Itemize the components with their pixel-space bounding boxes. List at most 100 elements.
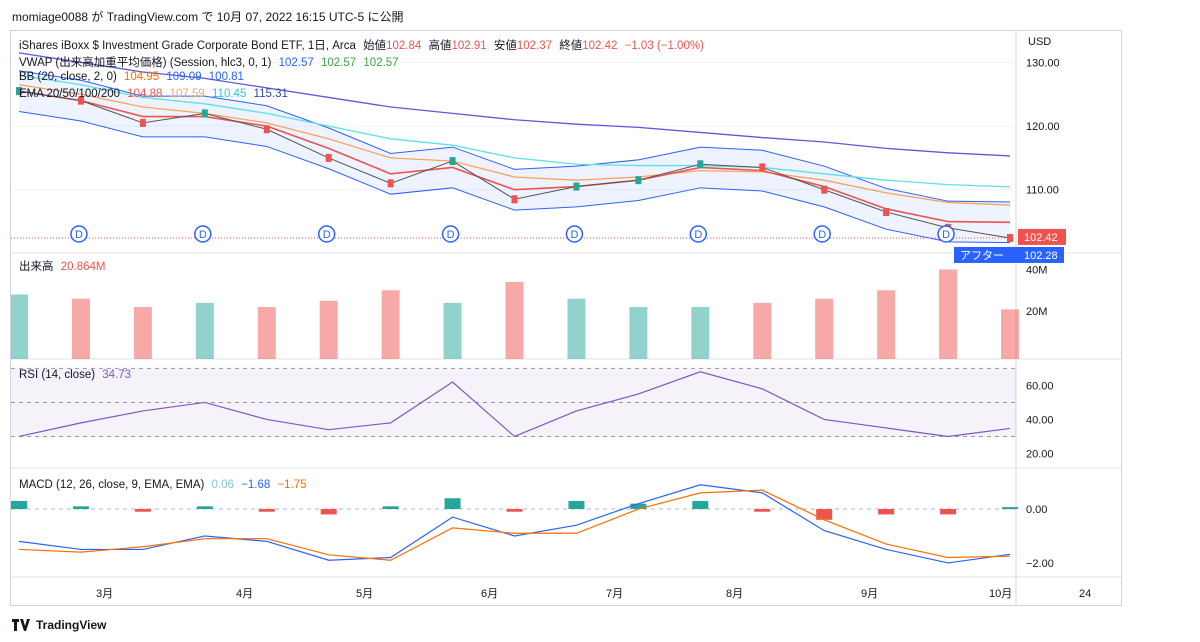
dividend-marker-icon	[441, 225, 460, 243]
time-tick-label: 9月	[861, 588, 878, 600]
volume-bar	[877, 290, 896, 359]
high-value: 102.91	[451, 40, 487, 52]
volume-bar	[753, 302, 772, 359]
rsi-tick-label: 20.00	[1026, 448, 1054, 460]
high-label: 高値	[428, 40, 452, 52]
candle-point	[325, 153, 332, 162]
ema-100-line	[18, 74, 1011, 188]
dividend-marker-label: D	[323, 229, 331, 241]
close-label: 終値	[559, 40, 583, 52]
bb-value-2: 109.09	[166, 71, 202, 83]
volume-tick-label: 40M	[1026, 264, 1047, 276]
bb-label: BB (20, close, 2, 0)	[19, 71, 117, 83]
publish-header: momiage0088 が TradingView.com で 10月 07, …	[12, 10, 404, 24]
open-label: 始値	[363, 40, 387, 52]
macd-histogram-bar	[258, 509, 275, 512]
footer-brand[interactable]: TradingView	[36, 618, 107, 632]
ema-value-50: 107.59	[169, 88, 205, 100]
candle-point	[821, 185, 828, 194]
bb-value-1: 104.95	[124, 71, 160, 83]
dividend-marker-label: D	[818, 229, 826, 241]
macd-histogram-bar	[754, 509, 771, 512]
volume-bar	[381, 290, 400, 359]
after-hours-badge	[954, 246, 1064, 263]
macd-tick-label: −2.00	[1026, 558, 1054, 570]
bb-lower-line	[18, 110, 1011, 244]
volume-bar	[133, 307, 152, 359]
candle-point	[139, 118, 146, 127]
dividend-marker-icon	[689, 225, 708, 243]
candle-point	[697, 160, 704, 169]
candle-point	[573, 182, 580, 191]
volume-value: 20.864M	[60, 261, 106, 273]
macd-histogram-bar	[940, 509, 957, 515]
time-tick-label: 6月	[481, 588, 498, 600]
last-price-badge	[1018, 228, 1066, 245]
dividend-marker-icon	[937, 225, 955, 243]
volume-bar	[257, 307, 276, 359]
dividend-marker-icon	[70, 225, 88, 243]
candle-point	[16, 87, 22, 96]
dividend-marker-label: D	[447, 229, 455, 241]
macd-histogram-bar	[72, 506, 89, 510]
ema-legend[interactable]: EMA 20/50/100/200 104.88 107.59 110.45 1…	[19, 88, 292, 100]
tradingview-logo-icon	[12, 619, 30, 631]
title-legend: iShares iBoxx $ Investment Grade Corpora…	[19, 37, 708, 53]
rsi-value: 34.73	[102, 369, 132, 381]
last-price-label: 102.42	[1024, 232, 1058, 244]
currency-label: USD	[1028, 36, 1051, 48]
price-tick-label: 120.00	[1026, 121, 1060, 133]
ema-200-line	[18, 52, 1011, 157]
chart-canvas[interactable]: 130.00 120.00 110.00 USD 102.42 アフター 102.28 D D D…	[11, 31, 1121, 605]
low-label: 安値	[493, 40, 517, 52]
bb-legend[interactable]: BB (20, close, 2, 0) 104.95 109.09 100.8…	[19, 71, 248, 83]
macd-histogram-bar	[320, 509, 337, 515]
dividend-marker-icon	[317, 225, 336, 243]
dividend-marker-icon	[194, 225, 212, 243]
after-hours-label: アフター	[960, 249, 1004, 262]
time-tick-label: 4月	[236, 588, 253, 600]
time-tick-label: 24	[1079, 588, 1091, 600]
dividend-marker-label: D	[694, 229, 702, 241]
dividend-marker-icon	[565, 225, 584, 243]
vwap-label: VWAP (出来高加重平均価格) (Session, hlc3, 0, 1)	[19, 57, 272, 69]
volume-bar	[939, 269, 958, 359]
bb-upper-line	[18, 70, 1011, 203]
macd-histogram-bar	[444, 498, 461, 510]
candle-point	[883, 208, 890, 216]
volume-label: 出来高	[19, 261, 54, 273]
volume-bar	[443, 302, 462, 359]
macd-value: −1.68	[241, 479, 271, 491]
macd-histogram-bar	[630, 503, 647, 510]
chart-container[interactable]: 130.00 120.00 110.00 USD 102.42 アフター 102.28 D D D…	[10, 30, 1122, 606]
candle-point	[77, 96, 84, 105]
ema-50-line	[18, 84, 1011, 206]
rsi-legend[interactable]: RSI (14, close) 34.73	[19, 369, 135, 381]
volume-bar	[71, 298, 90, 359]
vwap-legend[interactable]: VWAP (出来高加重平均価格) (Session, hlc3, 0, 1) 1…	[19, 54, 403, 70]
dividend-marker-label: D	[199, 229, 207, 241]
macd-histogram-bar	[506, 509, 523, 512]
macd-line	[18, 484, 1011, 564]
vwap-value-2: 102.57	[321, 57, 357, 69]
rsi-label: RSI (14, close)	[19, 369, 96, 381]
macd-tick-label: 0.00	[1026, 504, 1047, 516]
time-tick-label: 10月	[989, 588, 1012, 600]
candle-point	[201, 109, 208, 118]
volume-bar	[11, 294, 28, 359]
close-value: 102.42	[582, 40, 618, 52]
volume-legend[interactable]: 出来高 20.864M	[19, 258, 109, 274]
signal-value: −1.75	[277, 479, 307, 491]
low-value: 102.37	[516, 40, 553, 52]
ema-value-200: 115.31	[253, 88, 288, 100]
time-tick-label: 3月	[96, 588, 113, 600]
symbol-title: iShares iBoxx $ Investment Grade Corpora…	[19, 40, 356, 52]
macd-legend[interactable]: MACD (12, 26, close, 9, EMA, EMA) 0.06 −…	[19, 479, 311, 491]
time-tick-label: 8月	[726, 588, 743, 600]
macd-hist-value: 0.06	[211, 479, 234, 491]
vwap-value-1: 102.57	[278, 57, 314, 69]
dividend-marker-label: D	[570, 229, 578, 241]
macd-histogram-bar	[816, 509, 833, 520]
candle-point	[759, 163, 766, 172]
volume-bar	[691, 307, 710, 359]
